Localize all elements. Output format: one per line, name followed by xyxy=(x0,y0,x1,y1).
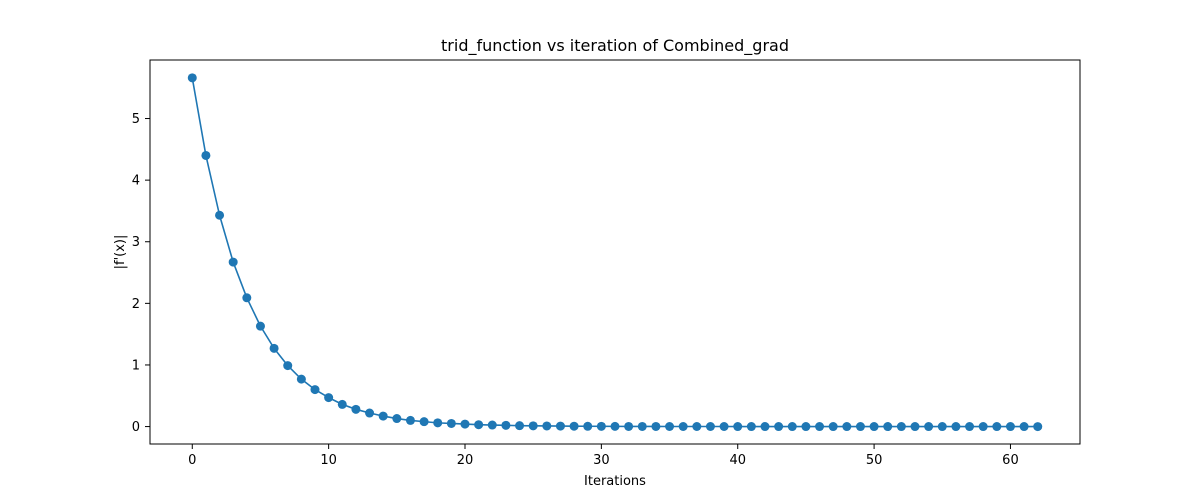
data-point xyxy=(405,415,415,425)
data-point xyxy=(515,421,525,431)
y-tick-label: 1 xyxy=(132,358,140,373)
data-point xyxy=(446,418,456,428)
data-point xyxy=(255,321,265,331)
data-point xyxy=(774,422,784,432)
data-point xyxy=(201,150,211,160)
y-axis-ticks: 0 1 2 3 4 5 xyxy=(132,112,150,435)
data-point xyxy=(324,393,334,403)
data-point xyxy=(951,422,961,432)
data-point xyxy=(787,422,797,432)
data-point xyxy=(815,422,825,432)
data-point xyxy=(1033,422,1043,432)
data-point xyxy=(528,421,538,431)
plot-background xyxy=(150,60,1080,444)
data-point xyxy=(760,422,770,432)
data-point xyxy=(460,419,470,429)
data-point xyxy=(692,422,702,432)
data-point xyxy=(665,422,675,432)
data-point xyxy=(869,422,879,432)
data-point xyxy=(924,422,934,432)
y-tick-label: 4 xyxy=(132,174,140,189)
data-point xyxy=(978,422,988,432)
x-tick-label: 40 xyxy=(729,453,746,468)
data-point xyxy=(610,421,620,431)
data-point xyxy=(1019,422,1029,432)
y-tick-label: 2 xyxy=(132,297,140,312)
x-axis-label: Iterations xyxy=(584,474,646,489)
data-point xyxy=(637,421,647,431)
plot-frame xyxy=(149,59,1081,445)
data-point xyxy=(733,422,743,432)
data-point xyxy=(419,417,429,427)
data-point xyxy=(269,343,279,353)
y-tick-label: 3 xyxy=(132,235,140,250)
data-point xyxy=(855,422,865,432)
data-point xyxy=(801,422,811,432)
x-tick-label: 30 xyxy=(593,453,610,468)
data-point xyxy=(842,422,852,432)
y-tick-label: 5 xyxy=(132,112,140,127)
data-point xyxy=(965,422,975,432)
chart-title: trid_function vs iteration of Combined_g… xyxy=(441,36,789,56)
data-point xyxy=(992,422,1002,432)
data-point xyxy=(624,421,634,431)
data-point xyxy=(828,422,838,432)
x-tick-label: 60 xyxy=(1002,453,1019,468)
data-point xyxy=(228,257,238,267)
y-axis-label: |f'(x)| xyxy=(113,235,128,270)
data-point xyxy=(296,374,306,384)
data-point xyxy=(937,422,947,432)
x-tick-label: 20 xyxy=(457,453,474,468)
data-point xyxy=(705,422,715,432)
data-point xyxy=(896,422,906,432)
data-point xyxy=(596,421,606,431)
data-point xyxy=(678,422,688,432)
data-point xyxy=(337,399,347,409)
x-tick-label: 0 xyxy=(188,453,196,468)
data-point xyxy=(487,420,497,430)
data-point xyxy=(555,421,565,431)
data-point xyxy=(392,414,402,424)
x-tick-label: 50 xyxy=(866,453,883,468)
data-point xyxy=(365,408,375,418)
data-point xyxy=(569,421,579,431)
data-point xyxy=(501,420,511,430)
y-tick-label: 0 xyxy=(132,420,140,435)
data-point xyxy=(542,421,552,431)
data-point xyxy=(351,404,361,414)
data-point xyxy=(651,421,661,431)
data-point xyxy=(474,420,484,430)
data-point xyxy=(583,421,593,431)
data-point xyxy=(719,422,729,432)
data-point xyxy=(187,73,197,83)
data-point xyxy=(310,385,320,395)
data-point xyxy=(910,422,920,432)
data-point xyxy=(433,418,443,428)
data-point xyxy=(283,361,293,371)
series-layer xyxy=(187,73,1043,432)
data-point xyxy=(883,422,893,432)
x-axis-ticks: 0 10 20 30 40 50 60 xyxy=(188,444,1019,468)
x-tick-label: 10 xyxy=(320,453,337,468)
data-point xyxy=(378,411,388,421)
data-point xyxy=(746,422,756,432)
data-point xyxy=(215,210,225,220)
data-point xyxy=(242,293,252,303)
data-point xyxy=(1005,422,1015,432)
